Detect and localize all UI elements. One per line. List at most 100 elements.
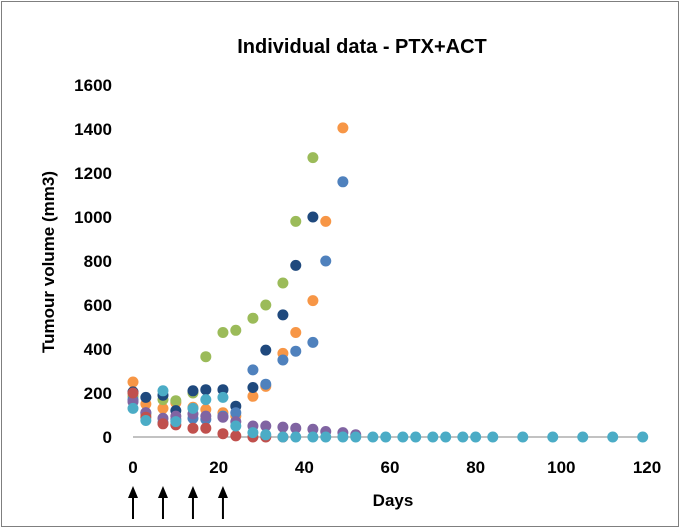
data-point — [247, 427, 259, 439]
data-point — [230, 407, 242, 419]
data-point — [200, 351, 212, 363]
treatment-arrow — [128, 486, 138, 519]
data-point — [277, 421, 289, 433]
x-tick-label: 100 — [547, 458, 575, 477]
data-point — [260, 429, 272, 441]
y-tick-label: 1200 — [74, 164, 112, 183]
data-point — [397, 431, 409, 443]
data-point — [410, 431, 422, 443]
data-point — [260, 299, 272, 311]
y-tick-label: 1400 — [74, 120, 112, 139]
y-axis-title: Tumour volume (mm3) — [39, 171, 58, 353]
y-tick-label: 1000 — [74, 208, 112, 227]
data-point — [127, 387, 139, 399]
data-point — [217, 428, 229, 440]
data-point — [200, 384, 212, 396]
data-point — [217, 411, 229, 423]
data-point — [380, 431, 392, 443]
data-point — [307, 211, 319, 223]
x-tick-label: 20 — [209, 458, 228, 477]
y-tick-label: 800 — [84, 252, 112, 271]
data-point — [140, 391, 152, 403]
data-point — [290, 259, 302, 271]
data-point — [170, 395, 182, 407]
data-point — [337, 176, 349, 188]
data-point — [217, 384, 229, 396]
data-point — [337, 122, 349, 134]
data-point — [290, 215, 302, 227]
data-point — [230, 324, 242, 336]
x-tick-label: 80 — [466, 458, 485, 477]
data-point — [320, 255, 332, 267]
data-point — [187, 402, 199, 414]
data-point — [457, 431, 469, 443]
data-point — [157, 385, 169, 397]
data-point — [200, 422, 212, 434]
data-point — [217, 327, 229, 338]
x-axis-ticks: 0 20 40 60 80 100 120 — [128, 458, 661, 477]
y-tick-label: 600 — [84, 296, 112, 315]
data-point — [157, 418, 169, 430]
data-point — [320, 431, 332, 443]
x-tick-label: 60 — [381, 458, 400, 477]
data-point — [170, 416, 182, 428]
data-point — [577, 431, 589, 443]
data-point — [517, 431, 529, 443]
treatment-arrow — [217, 486, 228, 519]
data-point — [607, 431, 619, 443]
y-tick-label: 400 — [84, 340, 112, 359]
treatment-arrow — [187, 486, 198, 519]
data-point — [187, 385, 199, 397]
data-point — [187, 422, 199, 434]
data-point — [230, 420, 242, 432]
y-tick-label: 0 — [103, 428, 112, 447]
y-tick-label: 200 — [84, 384, 112, 403]
data-point — [307, 152, 319, 164]
data-point — [277, 309, 289, 321]
data-point — [290, 422, 302, 434]
y-axis-ticks: 0 200 400 600 800 1000 1200 1400 1600 — [74, 76, 112, 447]
data-point — [307, 423, 319, 435]
data-point — [277, 354, 289, 366]
data-point — [247, 382, 259, 393]
data-point — [217, 391, 229, 403]
data-point — [337, 431, 349, 443]
treatment-arrows — [128, 486, 228, 519]
data-point — [290, 327, 302, 338]
data-point — [290, 431, 302, 443]
data-point — [277, 431, 289, 443]
data-point — [260, 420, 272, 432]
data-point — [307, 295, 319, 307]
data-point — [350, 431, 362, 443]
data-point — [440, 431, 452, 443]
x-tick-label: 120 — [633, 458, 661, 477]
data-point — [307, 431, 319, 443]
chart-title: Individual data - PTX+ACT — [237, 36, 486, 58]
x-axis-title: Days — [373, 491, 414, 510]
data-point — [637, 431, 649, 443]
data-point — [157, 402, 169, 414]
data-point — [367, 431, 379, 443]
data-point — [547, 431, 559, 443]
data-point — [200, 394, 212, 406]
data-point — [277, 277, 289, 289]
data-point — [470, 431, 482, 443]
treatment-arrow — [157, 486, 168, 519]
data-point — [260, 378, 272, 390]
data-point — [290, 345, 302, 357]
data-point — [127, 402, 139, 414]
data-point — [200, 410, 212, 422]
data-point — [247, 364, 259, 376]
data-point — [487, 431, 499, 443]
data-points — [127, 122, 649, 443]
data-point — [247, 312, 259, 324]
data-point — [307, 336, 319, 348]
data-point — [260, 344, 272, 356]
data-point — [247, 390, 259, 402]
data-point — [127, 376, 139, 388]
data-point — [427, 431, 439, 443]
data-point — [320, 215, 332, 227]
x-tick-label: 40 — [295, 458, 314, 477]
data-point — [140, 415, 152, 426]
